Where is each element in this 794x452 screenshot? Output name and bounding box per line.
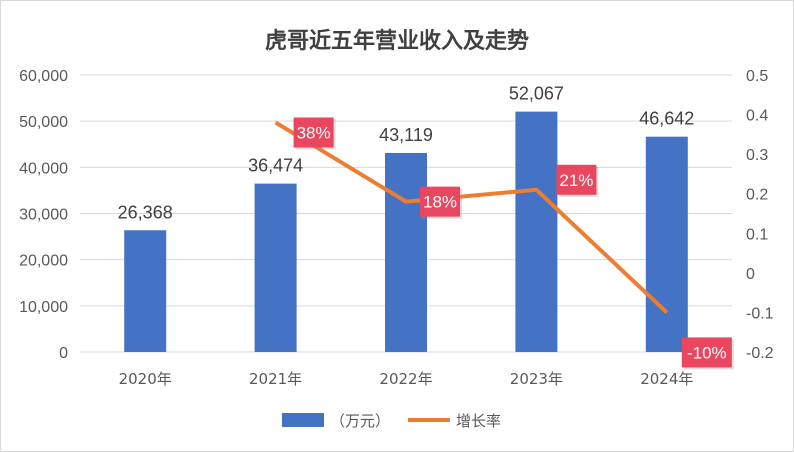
left-tick-label: 60,000 — [19, 68, 68, 85]
bar — [385, 152, 427, 352]
left-tick-label: 20,000 — [19, 253, 68, 270]
right-tick-label: 0.3 — [746, 147, 768, 164]
bar-value-label: 26,368 — [118, 202, 173, 222]
left-axis: 0 10,000 20,000 30,000 40,000 50,000 60,000 — [19, 68, 68, 362]
bar — [124, 230, 167, 352]
category-label: 2023年 — [510, 370, 563, 388]
line-series: 38% 18% 21% -10% — [274, 117, 734, 370]
right-tick-label: 0.2 — [746, 187, 768, 204]
right-tick-label: 0 — [746, 266, 755, 283]
left-tick-label: 50,000 — [19, 114, 68, 131]
bar — [645, 136, 688, 352]
point-label-box — [420, 186, 460, 217]
bar-value-label: 52,067 — [509, 84, 564, 104]
point-label-box — [293, 117, 334, 148]
legend-bar-swatch — [282, 413, 324, 427]
right-tick-label: -0.2 — [746, 345, 774, 362]
bar-value-label: 46,642 — [639, 109, 694, 129]
left-tick-label: 30,000 — [19, 207, 68, 224]
growth-line — [274, 120, 669, 314]
point-label: 18% — [423, 193, 457, 212]
point-label: 38% — [297, 123, 331, 142]
right-tick-label: 0.5 — [746, 68, 768, 85]
category-label: 2024年 — [640, 370, 693, 388]
left-tick-label: 10,000 — [19, 299, 68, 316]
bar-data-labels: 26,368 36,474 43,119 52,067 46,642 — [118, 84, 695, 223]
bar-value-label: 36,474 — [248, 156, 303, 176]
point-label-box — [681, 337, 732, 368]
point-label-box — [556, 164, 597, 195]
category-label: 2022年 — [379, 370, 432, 388]
legend: （万元） 增长率 — [282, 412, 501, 430]
left-tick-label: 40,000 — [19, 160, 68, 177]
right-tick-label: -0.1 — [746, 305, 774, 322]
point-label: -10% — [687, 343, 727, 362]
legend-bar-label: （万元） — [330, 412, 390, 430]
bar-value-label: 43,119 — [379, 125, 433, 145]
bar — [254, 183, 297, 352]
right-tick-label: 0.1 — [746, 226, 768, 243]
point-label: 21% — [559, 171, 593, 190]
left-tick-label: 0 — [59, 345, 68, 362]
chart-title: 虎哥近五年营业收入及走势 — [265, 28, 529, 54]
right-axis: -0.2 -0.1 0 0.1 0.2 0.3 0.4 0.5 — [746, 68, 774, 362]
right-tick-label: 0.4 — [746, 108, 768, 125]
legend-line-label: 增长率 — [456, 412, 501, 430]
category-label: 2021年 — [249, 370, 302, 388]
bar-series — [124, 111, 688, 352]
category-label: 2020年 — [119, 370, 172, 388]
category-axis: 2020年 2021年 2022年 2023年 2024年 — [119, 370, 694, 388]
bar — [515, 111, 558, 352]
